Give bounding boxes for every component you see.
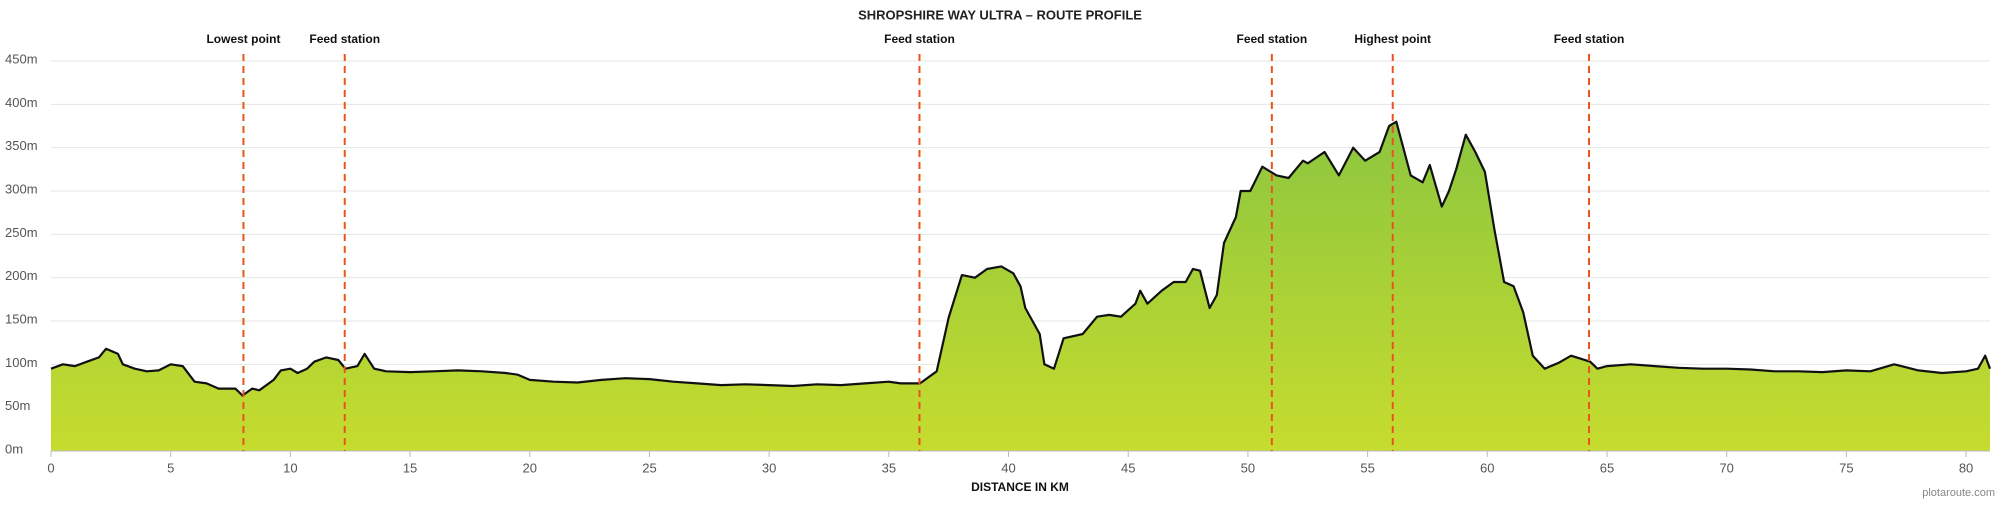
x-tick-label: 30 — [762, 460, 776, 475]
annotation-label: Highest point — [1354, 32, 1431, 46]
x-tick-label: 10 — [283, 460, 297, 475]
x-tick-label: 40 — [1001, 460, 1015, 475]
y-tick-label: 250m — [5, 225, 38, 240]
y-tick-label: 200m — [5, 268, 38, 283]
annotation-label: Feed station — [309, 32, 380, 46]
annotation-label: Feed station — [1554, 32, 1625, 46]
annotation-label: Feed station — [1237, 32, 1308, 46]
y-tick-label: 300m — [5, 181, 38, 196]
x-tick-label: 50 — [1241, 460, 1255, 475]
credit: plotaroute.com — [1922, 487, 1995, 499]
y-tick-label: 150m — [5, 311, 38, 326]
x-tick-label: 0 — [47, 460, 54, 475]
x-tick-label: 15 — [403, 460, 417, 475]
annotation-label: Feed station — [884, 32, 955, 46]
x-tick-label: 25 — [642, 460, 656, 475]
chart-title: SHROPSHIRE WAY ULTRA – ROUTE PROFILE — [858, 7, 1142, 22]
x-tick-label: 80 — [1959, 460, 1973, 475]
x-axis-label: DISTANCE IN KM — [971, 480, 1069, 494]
x-tick-label: 55 — [1360, 460, 1374, 475]
y-tick-label: 50m — [5, 398, 30, 413]
y-tick-label: 100m — [5, 355, 38, 370]
elevation-line — [50, 120, 1992, 397]
x-tick-label: 45 — [1121, 460, 1135, 475]
annotation-label: Lowest point — [206, 32, 280, 46]
x-tick-label: 5 — [167, 460, 174, 475]
y-tick-label: 450m — [5, 51, 38, 66]
x-tick-label: 35 — [882, 460, 896, 475]
x-tick-label: 65 — [1600, 460, 1614, 475]
x-tick-label: 70 — [1719, 460, 1733, 475]
y-tick-label: 0m — [5, 441, 23, 456]
x-tick-label: 20 — [523, 460, 537, 475]
y-tick-label: 350m — [5, 138, 38, 153]
x-tick-label: 75 — [1839, 460, 1853, 475]
x-tick-label: 60 — [1480, 460, 1494, 475]
y-tick-label: 400m — [5, 95, 38, 110]
